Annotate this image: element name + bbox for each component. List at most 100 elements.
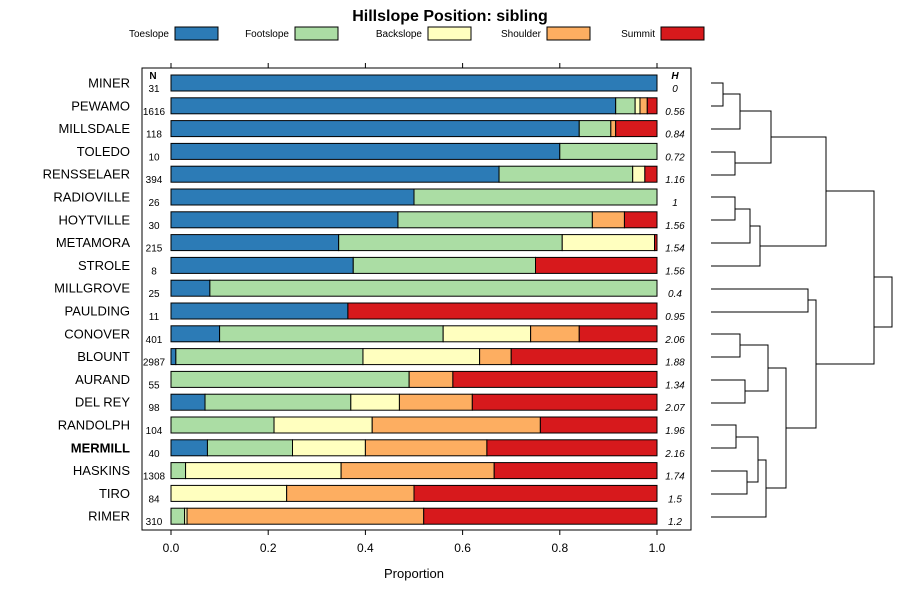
dendrogram-branch: [711, 470, 748, 495]
n-value-rensselaer: 394: [146, 175, 163, 186]
h-value-pewamo: 0.56: [665, 107, 685, 118]
x-tick-label: 0.2: [260, 541, 277, 555]
n-value-millgrove: 25: [148, 289, 160, 300]
row-label-metamora: METAMORA: [56, 235, 130, 250]
dendrogram-branch: [740, 344, 769, 392]
bar-segment-toeslope: [170, 348, 177, 366]
bar-row-rimer: [170, 507, 658, 525]
dendrogram-branch: [766, 367, 787, 489]
row-label-conover: CONOVER: [64, 326, 130, 341]
bar-row-toledo: [170, 142, 658, 160]
n-value-randolph: 104: [146, 426, 163, 437]
n-value-tiro: 84: [148, 494, 160, 505]
h-value-rensselaer: 1.16: [665, 175, 685, 186]
bar-segment-toeslope: [170, 165, 500, 183]
n-header: N: [149, 71, 156, 82]
legend-label-shoulder: Shoulder: [501, 29, 542, 40]
legend-label-summit: Summit: [621, 29, 655, 40]
x-axis-title: Proportion: [384, 566, 444, 581]
h-value-millsdale: 0.84: [665, 130, 685, 141]
row-label-millgrove: MILLGROVE: [54, 281, 130, 296]
bar-segment-footslope: [209, 279, 658, 297]
bar-row-metamora: [170, 234, 658, 252]
h-value-strole: 1.56: [665, 266, 685, 277]
row-label-radioville: RADIOVILLE: [53, 190, 130, 205]
n-value-miner: 31: [148, 84, 160, 95]
bar-segment-summit: [646, 97, 658, 115]
bar-segment-summit: [535, 256, 658, 274]
bar-segment-footslope: [498, 165, 634, 183]
legend-label-backslope: Backslope: [376, 29, 423, 40]
bar-segment-backslope: [273, 416, 373, 434]
h-value-toledo: 0.72: [665, 152, 685, 163]
row-label-strole: STROLE: [78, 258, 130, 273]
x-tick-label: 0.4: [357, 541, 374, 555]
n-value-toledo: 10: [148, 152, 160, 163]
bar-segment-shoulder: [530, 325, 580, 343]
dendrogram-branch: [711, 82, 724, 107]
row-label-tiro: TIRO: [99, 486, 130, 501]
bar-segment-summit: [623, 211, 658, 229]
bar-row-tiro: [170, 484, 658, 502]
bar-segment-shoulder: [398, 393, 473, 411]
bar-row-hoytville: [170, 211, 658, 229]
bar-segment-toeslope: [170, 302, 349, 320]
bar-segment-toeslope: [170, 325, 221, 343]
bar-segment-backslope: [350, 393, 400, 411]
chart-title: Hillslope Position: sibling: [352, 8, 548, 25]
bar-segment-toeslope: [170, 142, 561, 160]
bar-segment-footslope: [413, 188, 658, 206]
h-value-randolph: 1.96: [665, 426, 685, 437]
row-label-randolph: RANDOLPH: [58, 418, 130, 433]
n-value-hoytville: 30: [148, 221, 160, 232]
bar-row-pewamo: [170, 97, 658, 115]
h-value-del-rey: 2.07: [664, 403, 685, 414]
bar-row-strole: [170, 256, 658, 274]
bar-segment-toeslope: [170, 211, 399, 229]
n-value-del-rey: 98: [148, 403, 160, 414]
bar-segment-summit: [413, 484, 658, 502]
bar-segment-footslope: [338, 234, 563, 252]
bar-segment-footslope: [204, 393, 352, 411]
row-label-blount: BLOUNT: [77, 349, 130, 364]
bar-segment-footslope: [170, 370, 410, 388]
bar-segment-toeslope: [170, 74, 658, 92]
bar-segment-footslope: [170, 507, 186, 525]
n-value-strole: 8: [151, 266, 157, 277]
h-value-mermill: 2.16: [664, 449, 685, 460]
bar-segment-summit: [486, 439, 658, 457]
row-label-toledo: TOLEDO: [77, 144, 130, 159]
h-header: H: [671, 71, 679, 82]
bar-segment-footslope: [175, 348, 364, 366]
x-tick-label: 0.0: [163, 541, 180, 555]
bar-segment-shoulder: [591, 211, 625, 229]
bar-segment-footslope: [206, 439, 293, 457]
row-label-hoytville: HOYTVILLE: [58, 212, 130, 227]
bar-segment-summit: [471, 393, 658, 411]
bar-segment-summit: [423, 507, 658, 525]
h-value-blount: 1.88: [665, 358, 685, 369]
bar-segment-backslope: [442, 325, 532, 343]
dendrogram-branch: [711, 424, 737, 449]
bar-row-aurand: [170, 370, 658, 388]
x-axis: 0.0 0.2 0.4 0.6 0.8 1.0: [163, 63, 666, 555]
h-value-miner: 0: [672, 84, 678, 95]
bars-group: [170, 74, 658, 525]
h-value-radioville: 1: [672, 198, 678, 209]
bar-row-miner: [170, 74, 658, 92]
bar-segment-summit: [654, 234, 658, 252]
n-value-blount: 2987: [143, 358, 166, 369]
row-label-mermill: MERMILL: [71, 440, 130, 455]
h-value-aurand: 1.34: [665, 380, 685, 391]
h-value-haskins: 1.74: [665, 472, 685, 483]
n-value-pewamo: 1616: [143, 107, 166, 118]
h-value-hoytville: 1.56: [665, 221, 685, 232]
legend-swatch-backslope: [427, 26, 472, 41]
bar-segment-shoulder: [408, 370, 454, 388]
dendrogram-branch: [711, 288, 809, 313]
dendrogram-branch: [711, 225, 761, 267]
legend-label-footslope: Footslope: [245, 29, 289, 40]
dendrogram-branch: [816, 190, 875, 365]
bar-segment-shoulder: [186, 507, 425, 525]
